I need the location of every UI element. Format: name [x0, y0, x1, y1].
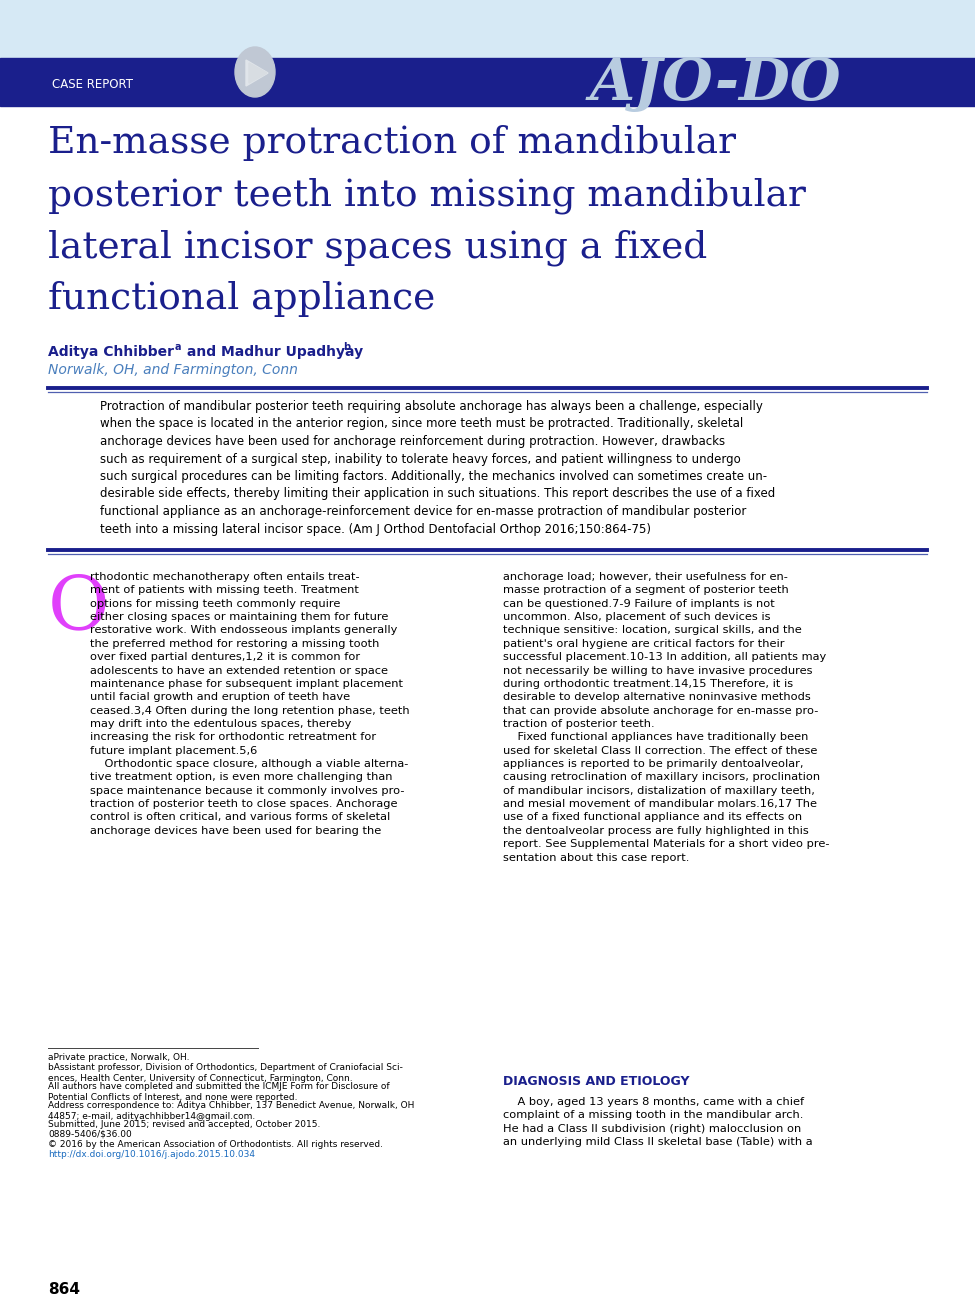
Text: Norwalk, OH, and Farmington, Conn: Norwalk, OH, and Farmington, Conn: [48, 363, 298, 377]
Text: Address correspondence to: Aditya Chhibber, 137 Benedict Avenue, Norwalk, OH
448: Address correspondence to: Aditya Chhibb…: [48, 1101, 414, 1121]
Text: En-masse protraction of mandibular: En-masse protraction of mandibular: [48, 125, 736, 161]
Text: bAssistant professor, Division of Orthodontics, Department of Craniofacial Sci-
: bAssistant professor, Division of Orthod…: [48, 1064, 403, 1083]
Text: Submitted, June 2015; revised and accepted, October 2015.: Submitted, June 2015; revised and accept…: [48, 1120, 321, 1129]
Text: © 2016 by the American Association of Orthodontists. All rights reserved.: © 2016 by the American Association of Or…: [48, 1141, 383, 1148]
Text: 864: 864: [48, 1282, 80, 1297]
Text: anchorage load; however, their usefulness for en-
masse protraction of a segment: anchorage load; however, their usefulnes…: [503, 572, 830, 863]
Text: A boy, aged 13 years 8 months, came with a chief
complaint of a missing tooth in: A boy, aged 13 years 8 months, came with…: [503, 1098, 812, 1147]
Bar: [0, 57, 975, 106]
Ellipse shape: [235, 47, 275, 97]
Text: AJO-DO: AJO-DO: [590, 56, 841, 112]
Text: aPrivate practice, Norwalk, OH.: aPrivate practice, Norwalk, OH.: [48, 1053, 189, 1062]
Text: functional appliance: functional appliance: [48, 281, 435, 317]
Text: O: O: [48, 572, 109, 645]
Text: and Madhur Upadhyay: and Madhur Upadhyay: [182, 345, 363, 359]
Text: posterior teeth into missing mandibular: posterior teeth into missing mandibular: [48, 177, 806, 214]
Text: lateral incisor spaces using a fixed: lateral incisor spaces using a fixed: [48, 228, 707, 265]
Polygon shape: [249, 63, 267, 84]
Text: CASE REPORT: CASE REPORT: [52, 77, 133, 90]
Text: Protraction of mandibular posterior teeth requiring absolute anchorage has alway: Protraction of mandibular posterior teet…: [100, 401, 775, 535]
Text: Aditya Chhibber: Aditya Chhibber: [48, 345, 174, 359]
Text: DIAGNOSIS AND ETIOLOGY: DIAGNOSIS AND ETIOLOGY: [503, 1075, 689, 1088]
Text: http://dx.doi.org/10.1016/j.ajodo.2015.10.034: http://dx.doi.org/10.1016/j.ajodo.2015.1…: [48, 1150, 255, 1159]
Text: All authors have completed and submitted the ICMJE Form for Disclosure of
Potent: All authors have completed and submitted…: [48, 1082, 390, 1103]
Polygon shape: [246, 60, 268, 86]
Text: b: b: [343, 342, 350, 352]
Text: a: a: [175, 342, 181, 352]
Bar: [0, 0, 975, 100]
Text: 0889-5406/$36.00: 0889-5406/$36.00: [48, 1130, 132, 1139]
Text: rthodontic mechanotherapy often entails treat-
ment of patients with missing tee: rthodontic mechanotherapy often entails …: [90, 572, 409, 835]
